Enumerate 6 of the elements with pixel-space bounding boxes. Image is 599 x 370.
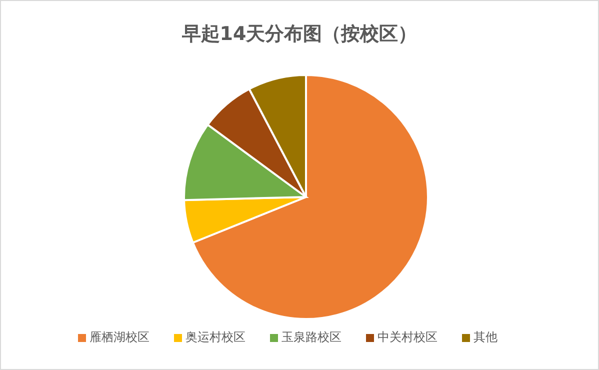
legend-label: 雁栖湖校区 xyxy=(90,330,150,344)
legend-label: 其他 xyxy=(474,330,498,344)
chart-title: 早起14天分布图（按校区） xyxy=(180,22,418,47)
legend-label: 奥运村校区 xyxy=(186,330,246,344)
legend-label: 玉泉路校区 xyxy=(282,330,342,344)
legend-label: 中关村校区 xyxy=(378,330,438,344)
